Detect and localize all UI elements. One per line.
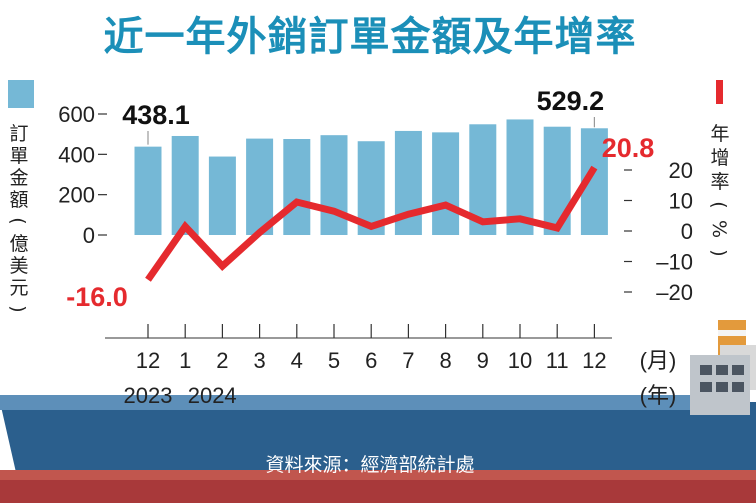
factory-icon	[690, 320, 756, 415]
right-tick-label: 20	[669, 158, 693, 183]
order-amount-bar	[246, 138, 274, 235]
right-tick-label: –20	[656, 280, 693, 305]
left-tick-label: 600	[58, 102, 95, 127]
axis-label-glyph: 年	[710, 123, 729, 145]
axis-label-glyph: 率	[710, 171, 729, 193]
right-tick-label: 10	[669, 189, 693, 214]
right-tick-label: 0	[681, 219, 693, 244]
axis-label-glyph: )	[7, 305, 29, 312]
axis-label-glyph: 金	[9, 167, 28, 189]
bar-legend-swatch	[8, 80, 34, 108]
order-amount-bar	[208, 156, 236, 235]
x-month-label: 7	[402, 348, 414, 373]
axis-label-glyph: 元	[9, 277, 28, 299]
hull-red-stripe	[0, 478, 756, 503]
x-month-label: 11	[546, 348, 569, 373]
x-month-label: 3	[253, 348, 265, 373]
x-month-label: 8	[439, 348, 451, 373]
x-year-label: 2023	[124, 383, 173, 408]
axis-label-glyph: 訂	[9, 123, 28, 145]
axis-label-glyph: %	[708, 220, 730, 238]
order-amount-bar	[432, 132, 460, 235]
x-month-label: 5	[328, 348, 340, 373]
left-tick-label: 200	[58, 183, 95, 208]
last-bar-value-label: 529.2	[537, 86, 605, 116]
x-month-label: 12	[136, 348, 160, 373]
x-month-label: 6	[365, 348, 377, 373]
order-amount-bar	[283, 139, 311, 235]
right-tick-label: –10	[656, 250, 693, 275]
axis-label-glyph: 美	[9, 255, 28, 277]
axis-label-glyph: 單	[9, 145, 28, 167]
ship-illustration	[0, 320, 756, 503]
x-month-label: 1	[179, 348, 191, 373]
order-amount-bar	[134, 146, 162, 235]
axis-label-glyph: )	[708, 249, 730, 256]
x-month-unit: (月)	[640, 348, 677, 373]
x-year-label: 2024	[188, 383, 237, 408]
order-amount-bar	[171, 135, 199, 235]
hull-red-stripe-top	[0, 470, 756, 480]
x-month-label: 4	[291, 348, 303, 373]
first-bar-value-label: 438.1	[122, 100, 190, 130]
x-year-unit: (年)	[640, 383, 677, 408]
right-axis-label: 年增率 (%)	[708, 123, 730, 257]
first-rate-value-label: -16.0	[66, 282, 128, 312]
last-rate-value-label: 20.8	[602, 133, 655, 163]
axis-label-glyph: 億	[9, 233, 28, 255]
x-month-label: 9	[477, 348, 489, 373]
left-axis-label: 訂單金額 ( 億美元)	[7, 123, 29, 313]
line-legend-swatch	[716, 80, 723, 104]
x-month-label: 12	[582, 348, 606, 373]
axis-label-glyph: (	[7, 217, 29, 224]
growth-rate-line	[145, 165, 598, 282]
order-amount-bar	[320, 135, 348, 235]
axis-label-glyph: 增	[710, 147, 729, 169]
x-month-label: 10	[508, 348, 532, 373]
left-tick-label: 400	[58, 142, 95, 167]
chart-title: 近一年外銷訂單金額及年增率	[103, 14, 637, 60]
source-note: 資料來源：經濟部統計處	[265, 454, 475, 476]
ship-deck	[0, 395, 700, 410]
ship-hull-icon	[0, 402, 756, 490]
axis-label-glyph: (	[708, 201, 730, 208]
x-month-label: 2	[216, 348, 228, 373]
left-tick-label: 0	[83, 223, 95, 248]
axis-label-glyph: 額	[9, 189, 28, 211]
